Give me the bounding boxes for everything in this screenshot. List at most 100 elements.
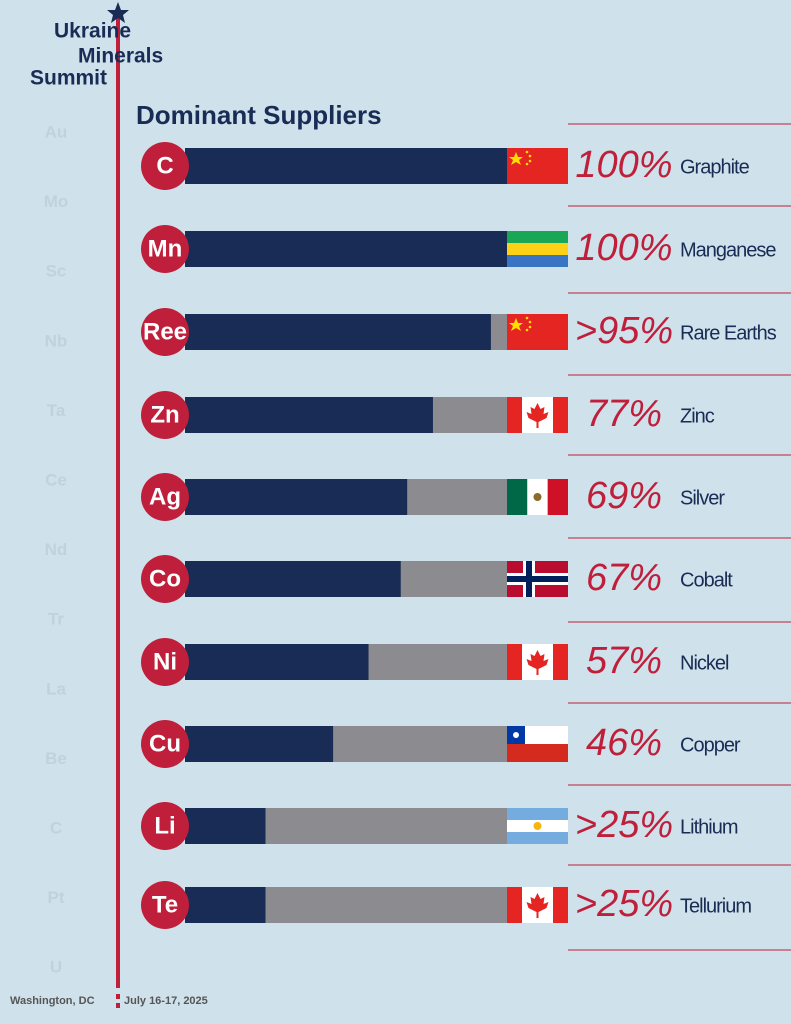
bar [185, 314, 491, 350]
value-label: 67% [586, 557, 662, 599]
flag [507, 887, 568, 923]
symbol-badge [141, 391, 189, 439]
flag [507, 231, 568, 267]
element-symbol: Zn [150, 401, 179, 428]
flag-part [507, 148, 568, 184]
flag-star [528, 320, 532, 324]
sidebar-element: Ta [47, 401, 66, 420]
symbol-badge [141, 720, 189, 768]
bar [185, 479, 408, 515]
flag-part [553, 887, 568, 923]
element-symbol: Cu [149, 730, 181, 757]
flag-part [547, 479, 568, 515]
value-label: 100% [575, 144, 672, 186]
bar [185, 231, 507, 267]
flag-star [528, 159, 532, 163]
bar [185, 887, 266, 923]
title-line: Summit [30, 67, 107, 90]
sidebar-element: Nb [45, 331, 68, 350]
value-label: 77% [586, 393, 662, 435]
element-symbol: C [156, 152, 173, 179]
bar [185, 808, 266, 844]
symbol-badge [141, 638, 189, 686]
star [107, 2, 129, 23]
footer-mark [116, 994, 120, 999]
category-label: Tellurium [680, 895, 751, 917]
flag-part [507, 576, 568, 582]
element-symbol: Te [152, 891, 178, 918]
flag-star [525, 328, 529, 332]
bar [185, 644, 369, 680]
sidebar-element: La [46, 679, 66, 698]
symbol-badge [141, 225, 189, 273]
flag-part [553, 397, 568, 433]
flag [507, 314, 568, 350]
flag-star [528, 325, 532, 329]
sidebar-element: Pt [48, 888, 65, 907]
category-label: Cobalt [680, 569, 733, 591]
chart-title: Dominant Suppliers [136, 100, 382, 130]
sidebar-element: Sc [46, 262, 67, 281]
flag-star [509, 318, 523, 331]
flag-part [507, 832, 568, 844]
sidebar-element: C [50, 818, 62, 837]
flag-leaf [526, 650, 549, 675]
element-symbol: Ni [153, 648, 177, 675]
value-label: >25% [575, 883, 673, 925]
flag-star [525, 162, 529, 166]
element-symbol: Li [154, 812, 175, 839]
sidebar-element: U [50, 958, 62, 977]
footer-location: Washington, DC [10, 995, 95, 1007]
flag-part [507, 255, 568, 267]
symbol-badge [141, 473, 189, 521]
value-label: 69% [586, 475, 662, 517]
value-label: 57% [586, 640, 662, 682]
flag-part [507, 243, 568, 255]
value-label: >95% [575, 310, 673, 352]
flag [507, 479, 568, 515]
flag-part [507, 887, 522, 923]
flag-star [528, 154, 532, 158]
flag-star [525, 150, 529, 154]
symbol-badge [141, 308, 189, 356]
category-label: Zinc [680, 405, 715, 427]
element-symbol: Co [149, 565, 181, 592]
symbol-badge [141, 802, 189, 850]
flag-part [507, 314, 568, 350]
flag-part [507, 231, 568, 243]
flag-part [507, 479, 528, 515]
title-line: Minerals [78, 45, 163, 68]
title-line: Ukraine [54, 20, 131, 43]
category-label: Lithium [680, 816, 738, 838]
category-label: Silver [680, 487, 725, 509]
flag-emblem [533, 493, 542, 501]
flag-part [507, 644, 522, 680]
element-symbol: Ree [143, 318, 187, 345]
sidebar-element: Mo [44, 192, 69, 211]
sidebar-element: Be [45, 749, 67, 768]
bar [185, 397, 433, 433]
element-symbol: Ag [149, 483, 181, 510]
sidebar-element: Nd [45, 540, 68, 559]
flag [507, 808, 568, 844]
value-label: 100% [575, 227, 672, 269]
flag-part [507, 808, 568, 820]
flag [507, 644, 568, 680]
bar [185, 561, 401, 597]
flag-part [507, 744, 568, 762]
footer-dates: July 16-17, 2025 [124, 995, 208, 1007]
category-label: Rare Earths [680, 322, 777, 344]
flag-star [513, 732, 519, 738]
flag [507, 397, 568, 433]
flag [507, 726, 568, 762]
bar [185, 726, 334, 762]
category-label: Copper [680, 734, 741, 756]
flag-leaf [526, 893, 549, 918]
sidebar-element: Ce [45, 470, 67, 489]
element-symbol: Mn [148, 235, 183, 262]
symbol-badge [141, 881, 189, 929]
flag-leaf [526, 403, 549, 428]
sidebar-element: Tr [48, 610, 64, 629]
